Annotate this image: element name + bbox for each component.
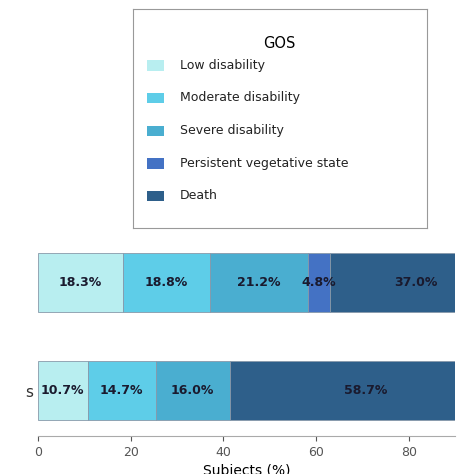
Text: Low disability: Low disability xyxy=(180,59,265,72)
Bar xyxy=(210,253,308,312)
FancyBboxPatch shape xyxy=(147,191,164,201)
Text: 37.0%: 37.0% xyxy=(394,276,438,289)
Bar xyxy=(155,361,230,420)
Bar xyxy=(123,253,210,312)
Text: 58.7%: 58.7% xyxy=(344,384,388,397)
FancyBboxPatch shape xyxy=(147,93,164,103)
Text: Persistent vegetative state: Persistent vegetative state xyxy=(180,157,348,170)
FancyBboxPatch shape xyxy=(147,60,164,71)
Text: 21.2%: 21.2% xyxy=(237,276,281,289)
Text: 18.3%: 18.3% xyxy=(59,276,102,289)
Text: GOS: GOS xyxy=(264,36,296,51)
Text: Severe disability: Severe disability xyxy=(180,124,283,137)
Text: Death: Death xyxy=(180,190,218,202)
Bar xyxy=(88,361,155,420)
FancyBboxPatch shape xyxy=(147,126,164,136)
Text: 18.8%: 18.8% xyxy=(145,276,188,289)
X-axis label: Subjects (%): Subjects (%) xyxy=(203,465,290,474)
Text: 14.7%: 14.7% xyxy=(100,384,143,397)
Text: 16.0%: 16.0% xyxy=(171,384,214,397)
Text: 10.7%: 10.7% xyxy=(41,384,84,397)
Bar xyxy=(330,253,474,312)
Bar xyxy=(308,253,330,312)
Bar xyxy=(230,361,474,420)
Bar xyxy=(38,253,123,312)
Bar xyxy=(38,361,88,420)
Text: Moderate disability: Moderate disability xyxy=(180,91,300,104)
FancyBboxPatch shape xyxy=(147,158,164,169)
Text: 4.8%: 4.8% xyxy=(302,276,337,289)
